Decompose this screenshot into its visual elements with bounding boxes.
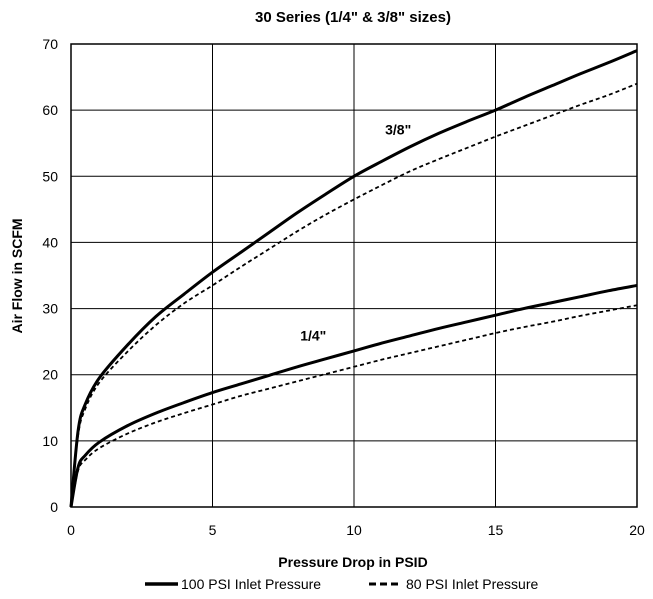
legend: 100 PSI Inlet Pressure 80 PSI Inlet Press… — [145, 576, 539, 592]
y-tick-label: 0 — [50, 499, 58, 515]
plot-frame — [70, 43, 638, 508]
legend-label: 100 PSI Inlet Pressure — [181, 576, 321, 592]
series-lines — [69, 49, 638, 508]
series-line-80psi — [70, 82, 638, 508]
size-annotation: 1/4" — [300, 327, 326, 343]
x-tick-label: 10 — [346, 522, 362, 538]
series-line-80psi — [70, 304, 638, 508]
legend-label: 80 PSI Inlet Pressure — [406, 576, 539, 592]
series-line-100psi — [69, 49, 638, 508]
chart-title: 30 Series (1/4" & 3/8" sizes) — [255, 9, 451, 26]
y-tick-label: 50 — [42, 168, 58, 184]
x-tick-label: 20 — [629, 522, 645, 538]
y-tick-label: 10 — [42, 433, 58, 449]
size-annotation: 3/8" — [385, 122, 411, 138]
y-axis-label: Air Flow in SCFM — [9, 218, 25, 333]
y-tick-label: 40 — [42, 234, 58, 250]
series-line-100psi — [69, 283, 638, 508]
x-tick-label: 0 — [67, 522, 75, 538]
x-axis-label: Pressure Drop in PSID — [278, 554, 427, 570]
x-tick-label: 5 — [209, 522, 217, 538]
y-tick-label: 70 — [42, 36, 58, 52]
y-tick-label: 60 — [42, 102, 58, 118]
y-tick-label: 30 — [42, 301, 58, 317]
x-tick-label: 15 — [488, 522, 504, 538]
tick-labels: 0 5 10 15 20 0 10 20 30 40 50 60 70 — [42, 36, 645, 538]
annotations: 3/8" 1/4" — [300, 122, 411, 344]
grid — [70, 43, 638, 508]
y-tick-label: 20 — [42, 367, 58, 383]
